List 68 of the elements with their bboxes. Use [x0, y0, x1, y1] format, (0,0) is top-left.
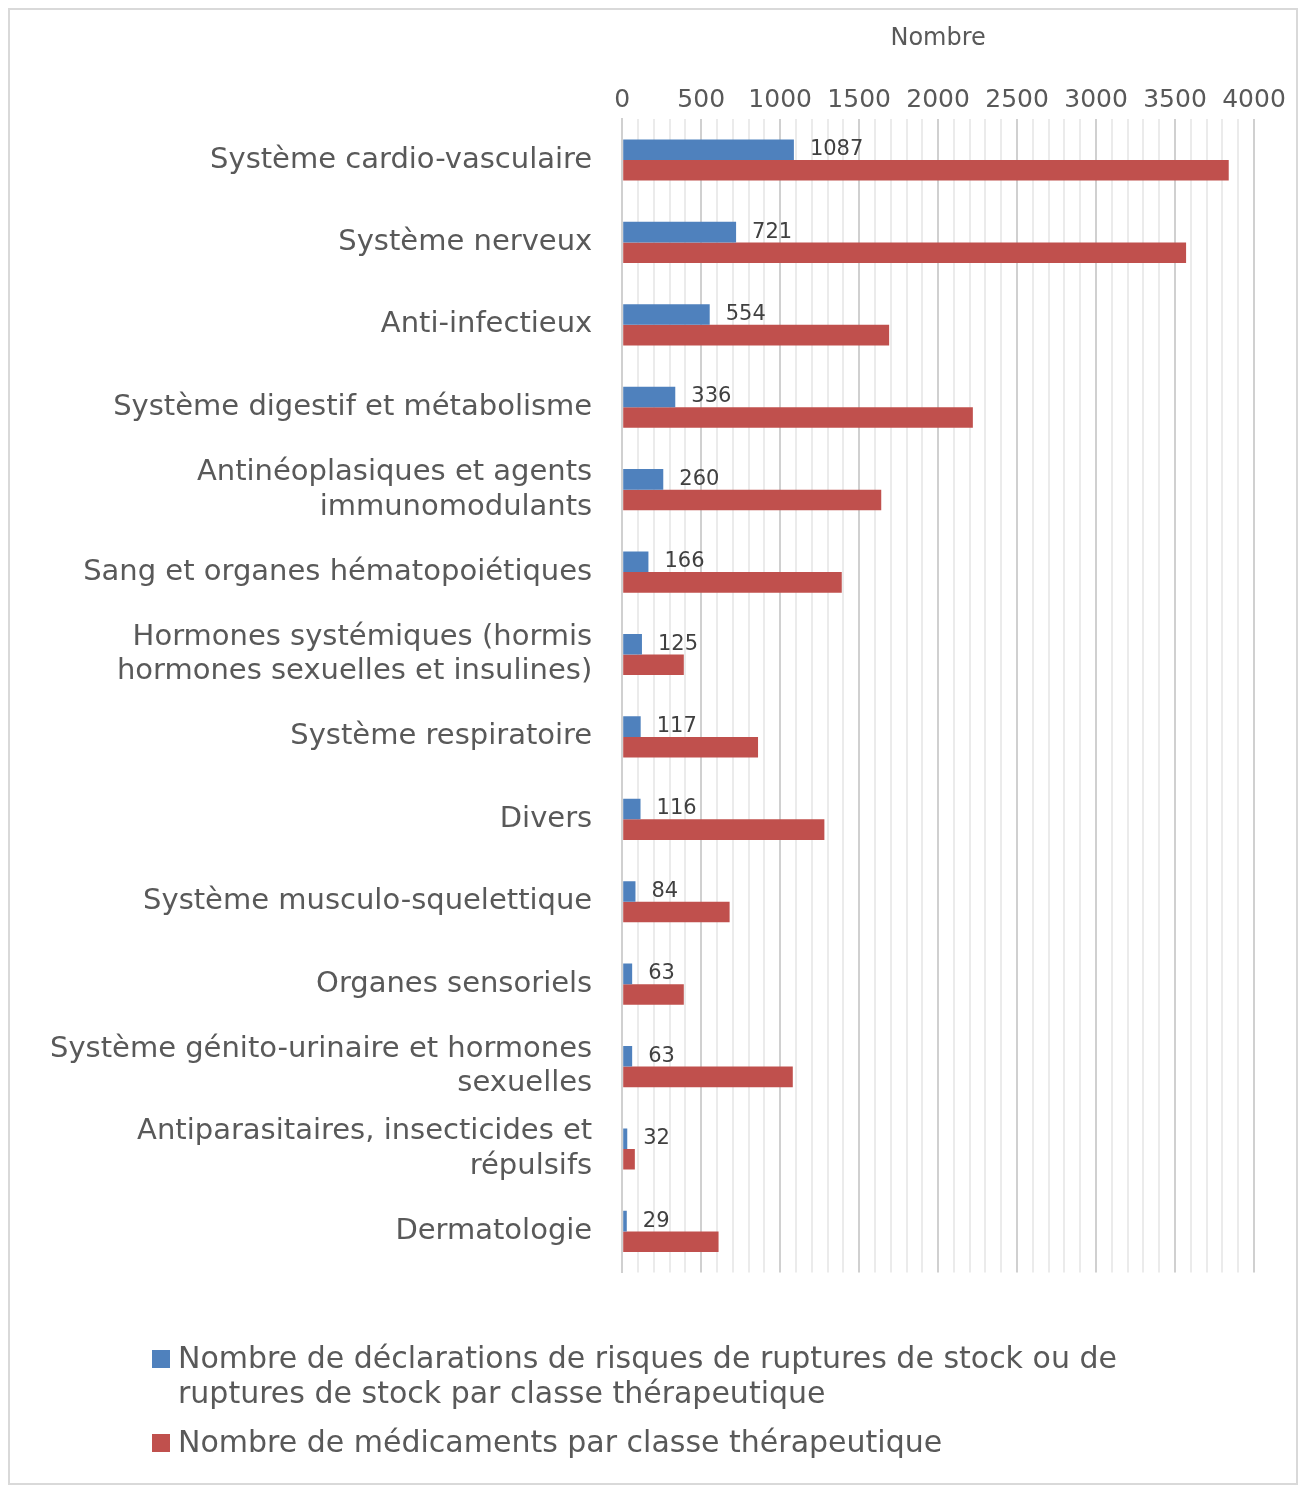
bar — [623, 1128, 628, 1149]
x-axis-title: Nombre — [890, 22, 986, 51]
y-tick-label: Sang et organes hématopoiétiques — [83, 552, 593, 587]
data-label: 554 — [725, 300, 766, 325]
data-label: 1087 — [809, 136, 864, 161]
x-tick-label: 3000 — [1064, 84, 1128, 114]
x-tick-label: 3500 — [1143, 84, 1207, 114]
y-tick-label: Anti-infectieux — [380, 305, 593, 340]
bar — [623, 489, 882, 511]
data-label: 32 — [643, 1125, 670, 1150]
y-tick-label: Antiparasitaires, insecticides et répulsifs — [137, 1112, 593, 1181]
y-tick-label: Système cardio-vasculaire — [210, 140, 593, 175]
data-label: 116 — [656, 795, 697, 820]
bar — [623, 633, 642, 655]
x-tick-label: 2500 — [985, 84, 1049, 114]
y-tick-label: Organes sensoriels — [316, 964, 593, 999]
y-tick-label: Système génito-urinaire et hormones sexuelles — [49, 1029, 593, 1099]
bar — [623, 160, 1229, 181]
bar — [623, 881, 636, 902]
bar — [623, 469, 664, 490]
bar — [623, 1210, 627, 1232]
y-tick-label: Système respiratoire — [290, 717, 593, 752]
y-tick-label: Système nerveux — [338, 222, 593, 257]
x-tick-label: 2000 — [906, 84, 970, 114]
bar — [623, 736, 759, 758]
bar — [623, 1231, 719, 1252]
x-tick-label: 0 — [614, 84, 631, 114]
y-tick-label: Divers — [499, 799, 593, 834]
bar — [623, 139, 794, 161]
y-tick-label: Hormones systémiques (hormis hormones sexuelles et insulines) — [116, 617, 593, 687]
bar — [623, 551, 649, 573]
data-label: 63 — [648, 1042, 675, 1067]
legend-label: Nombre de médicaments par classe thérapeutique — [178, 1424, 944, 1459]
bar — [623, 324, 890, 346]
data-label: 166 — [664, 548, 705, 573]
data-label: 260 — [679, 465, 720, 490]
bar — [623, 798, 641, 820]
bar — [623, 407, 973, 428]
bar — [623, 304, 710, 325]
bar — [623, 716, 641, 737]
y-tick-label: Dermatologie — [395, 1211, 593, 1246]
bar — [623, 819, 825, 840]
data-label: 117 — [656, 713, 697, 738]
bar — [623, 386, 676, 408]
bar — [623, 963, 633, 985]
data-label: 84 — [651, 877, 679, 902]
data-label: 63 — [648, 960, 675, 985]
legend-label: Nombre de déclarations de risques de ruptures de stock ou de ruptures de stock par classe thérapeutique — [178, 1340, 1118, 1410]
data-label: 125 — [657, 630, 699, 655]
data-label: 721 — [752, 218, 793, 243]
y-tick-label: Système musculo-squelettique — [143, 882, 593, 917]
x-tick-label: 1000 — [748, 84, 812, 114]
bar — [623, 1066, 793, 1088]
bar — [623, 1045, 633, 1067]
bar — [623, 1148, 635, 1170]
data-label: 29 — [642, 1207, 670, 1232]
x-tick-label: 1500 — [827, 84, 891, 114]
y-tick-label: Système digestif et métabolisme — [113, 387, 593, 422]
bar — [623, 221, 737, 243]
bar — [623, 242, 1187, 264]
bar — [623, 654, 684, 676]
bar — [623, 572, 842, 593]
x-tick-label: 500 — [677, 84, 726, 114]
bar — [623, 984, 684, 1005]
y-tick-label: Antinéoplasiques et agents immunomodulants — [196, 452, 593, 522]
x-tick-label: 4000 — [1222, 84, 1286, 114]
bar — [623, 901, 730, 923]
data-label: 336 — [691, 383, 732, 408]
